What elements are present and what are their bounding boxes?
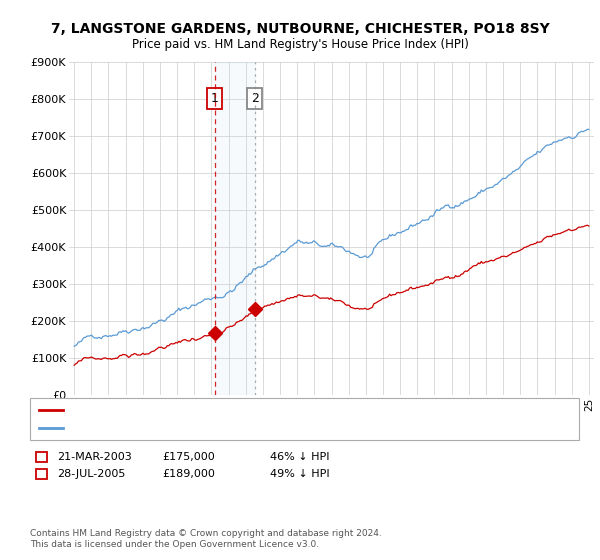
Text: HPI: Average price, detached house, Chichester: HPI: Average price, detached house, Chic…	[69, 423, 318, 433]
Text: 7, LANGSTONE GARDENS, NUTBOURNE, CHICHESTER, PO18 8SY: 7, LANGSTONE GARDENS, NUTBOURNE, CHICHES…	[50, 22, 550, 36]
Text: 28-JUL-2005: 28-JUL-2005	[57, 469, 125, 479]
Text: 46% ↓ HPI: 46% ↓ HPI	[270, 452, 329, 462]
Text: £189,000: £189,000	[162, 469, 215, 479]
Text: 1: 1	[38, 452, 45, 462]
Text: 1: 1	[211, 92, 218, 105]
Text: Price paid vs. HM Land Registry's House Price Index (HPI): Price paid vs. HM Land Registry's House …	[131, 38, 469, 51]
Text: 49% ↓ HPI: 49% ↓ HPI	[270, 469, 329, 479]
Text: 7, LANGSTONE GARDENS, NUTBOURNE, CHICHESTER, PO18 8SY (detached house): 7, LANGSTONE GARDENS, NUTBOURNE, CHICHES…	[69, 405, 498, 415]
Text: 2: 2	[251, 92, 259, 105]
Bar	[215, 62, 255, 395]
Text: £175,000: £175,000	[162, 452, 215, 462]
Text: 2: 2	[38, 469, 45, 479]
Text: Contains HM Land Registry data © Crown copyright and database right 2024.
This d: Contains HM Land Registry data © Crown c…	[30, 529, 382, 549]
Text: 21-MAR-2003: 21-MAR-2003	[57, 452, 132, 462]
